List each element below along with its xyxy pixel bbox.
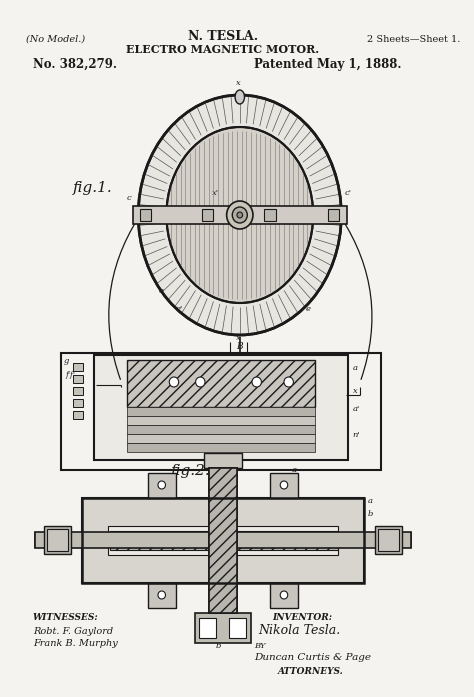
Bar <box>133 206 347 224</box>
Ellipse shape <box>235 90 245 104</box>
Circle shape <box>227 201 253 229</box>
Circle shape <box>196 377 205 387</box>
Text: t: t <box>199 386 202 394</box>
Circle shape <box>232 207 247 223</box>
Circle shape <box>252 377 262 387</box>
Bar <box>127 360 315 407</box>
Text: b: b <box>216 641 221 650</box>
Bar <box>147 583 176 608</box>
Circle shape <box>169 377 179 387</box>
Text: c': c' <box>345 189 352 197</box>
Ellipse shape <box>166 127 313 303</box>
Text: D: D <box>190 531 196 539</box>
Bar <box>82 498 364 583</box>
Bar <box>264 209 275 221</box>
Bar <box>140 209 151 221</box>
Text: x': x' <box>242 531 248 539</box>
Text: a: a <box>368 496 373 505</box>
Bar <box>73 399 83 407</box>
Bar <box>127 443 315 452</box>
Text: (No Model.): (No Model.) <box>27 35 85 44</box>
Text: t': t' <box>254 386 260 394</box>
Bar <box>195 613 251 643</box>
Bar <box>94 355 348 460</box>
Bar <box>47 529 68 551</box>
Text: 2 Sheets—Sheet 1.: 2 Sheets—Sheet 1. <box>367 35 460 44</box>
Text: Frank B. Murphy: Frank B. Murphy <box>33 639 118 648</box>
Bar <box>229 618 246 638</box>
Text: e': e' <box>176 305 183 313</box>
Bar <box>127 416 315 425</box>
Bar <box>127 425 315 434</box>
Bar <box>202 209 213 221</box>
Text: b: b <box>292 481 297 489</box>
Text: Patented May 1, 1888.: Patented May 1, 1888. <box>254 58 401 71</box>
Text: e: e <box>159 287 164 295</box>
Bar <box>270 583 298 608</box>
Bar <box>44 526 71 554</box>
Bar <box>209 468 237 613</box>
Bar <box>73 387 83 395</box>
Text: BY: BY <box>254 642 265 650</box>
Text: INVENTOR:: INVENTOR: <box>273 613 333 622</box>
Bar <box>127 434 315 443</box>
Text: N. TESLA.: N. TESLA. <box>188 30 258 43</box>
Text: c: c <box>127 194 132 202</box>
Bar <box>82 498 364 583</box>
Text: n': n' <box>353 431 360 439</box>
Text: Robt. F. Gaylord: Robt. F. Gaylord <box>33 627 113 636</box>
Bar <box>228 530 337 549</box>
Text: Duncan Curtis & Page: Duncan Curtis & Page <box>254 653 371 662</box>
Bar <box>127 407 315 416</box>
Circle shape <box>158 591 165 599</box>
Bar <box>200 618 216 638</box>
Text: x: x <box>353 387 357 395</box>
Circle shape <box>284 377 293 387</box>
Bar <box>328 209 339 221</box>
Text: ELECTRO MAGNETIC MOTOR.: ELECTRO MAGNETIC MOTOR. <box>126 44 319 55</box>
Bar <box>108 526 337 555</box>
Text: x: x <box>251 217 256 225</box>
Text: e: e <box>306 305 310 313</box>
Text: ATTORNEYS.: ATTORNEYS. <box>277 667 343 676</box>
Bar <box>73 363 83 371</box>
Text: x: x <box>236 79 240 87</box>
Bar <box>73 375 83 383</box>
Bar <box>378 529 399 551</box>
Text: WITNESSES:: WITNESSES: <box>33 613 99 622</box>
Text: g: g <box>64 357 69 365</box>
Text: a': a' <box>353 405 360 413</box>
Text: Nikola Tesla.: Nikola Tesla. <box>259 624 341 637</box>
Text: e': e' <box>285 386 292 394</box>
Bar <box>110 530 220 549</box>
Text: R: R <box>65 539 71 547</box>
Bar <box>35 532 411 548</box>
Bar <box>270 473 298 498</box>
Text: No. 382,279.: No. 382,279. <box>33 58 117 71</box>
Bar <box>375 526 401 554</box>
Text: x': x' <box>211 189 219 197</box>
Text: fig.1.: fig.1. <box>73 181 113 195</box>
Text: b: b <box>368 510 373 517</box>
Text: x: x <box>236 334 241 342</box>
Bar <box>73 411 83 419</box>
Circle shape <box>280 481 288 489</box>
Bar <box>147 473 176 498</box>
Text: fig.2.: fig.2. <box>171 464 211 478</box>
Text: f'f': f'f' <box>66 371 76 379</box>
Circle shape <box>237 212 243 218</box>
Circle shape <box>158 481 165 489</box>
Bar <box>61 353 381 470</box>
Bar <box>204 452 242 468</box>
Text: a: a <box>353 364 357 372</box>
Bar <box>209 468 237 613</box>
Text: B: B <box>237 342 243 351</box>
Ellipse shape <box>138 95 341 335</box>
Text: a: a <box>292 466 297 474</box>
Circle shape <box>280 591 288 599</box>
Text: t: t <box>172 386 176 394</box>
